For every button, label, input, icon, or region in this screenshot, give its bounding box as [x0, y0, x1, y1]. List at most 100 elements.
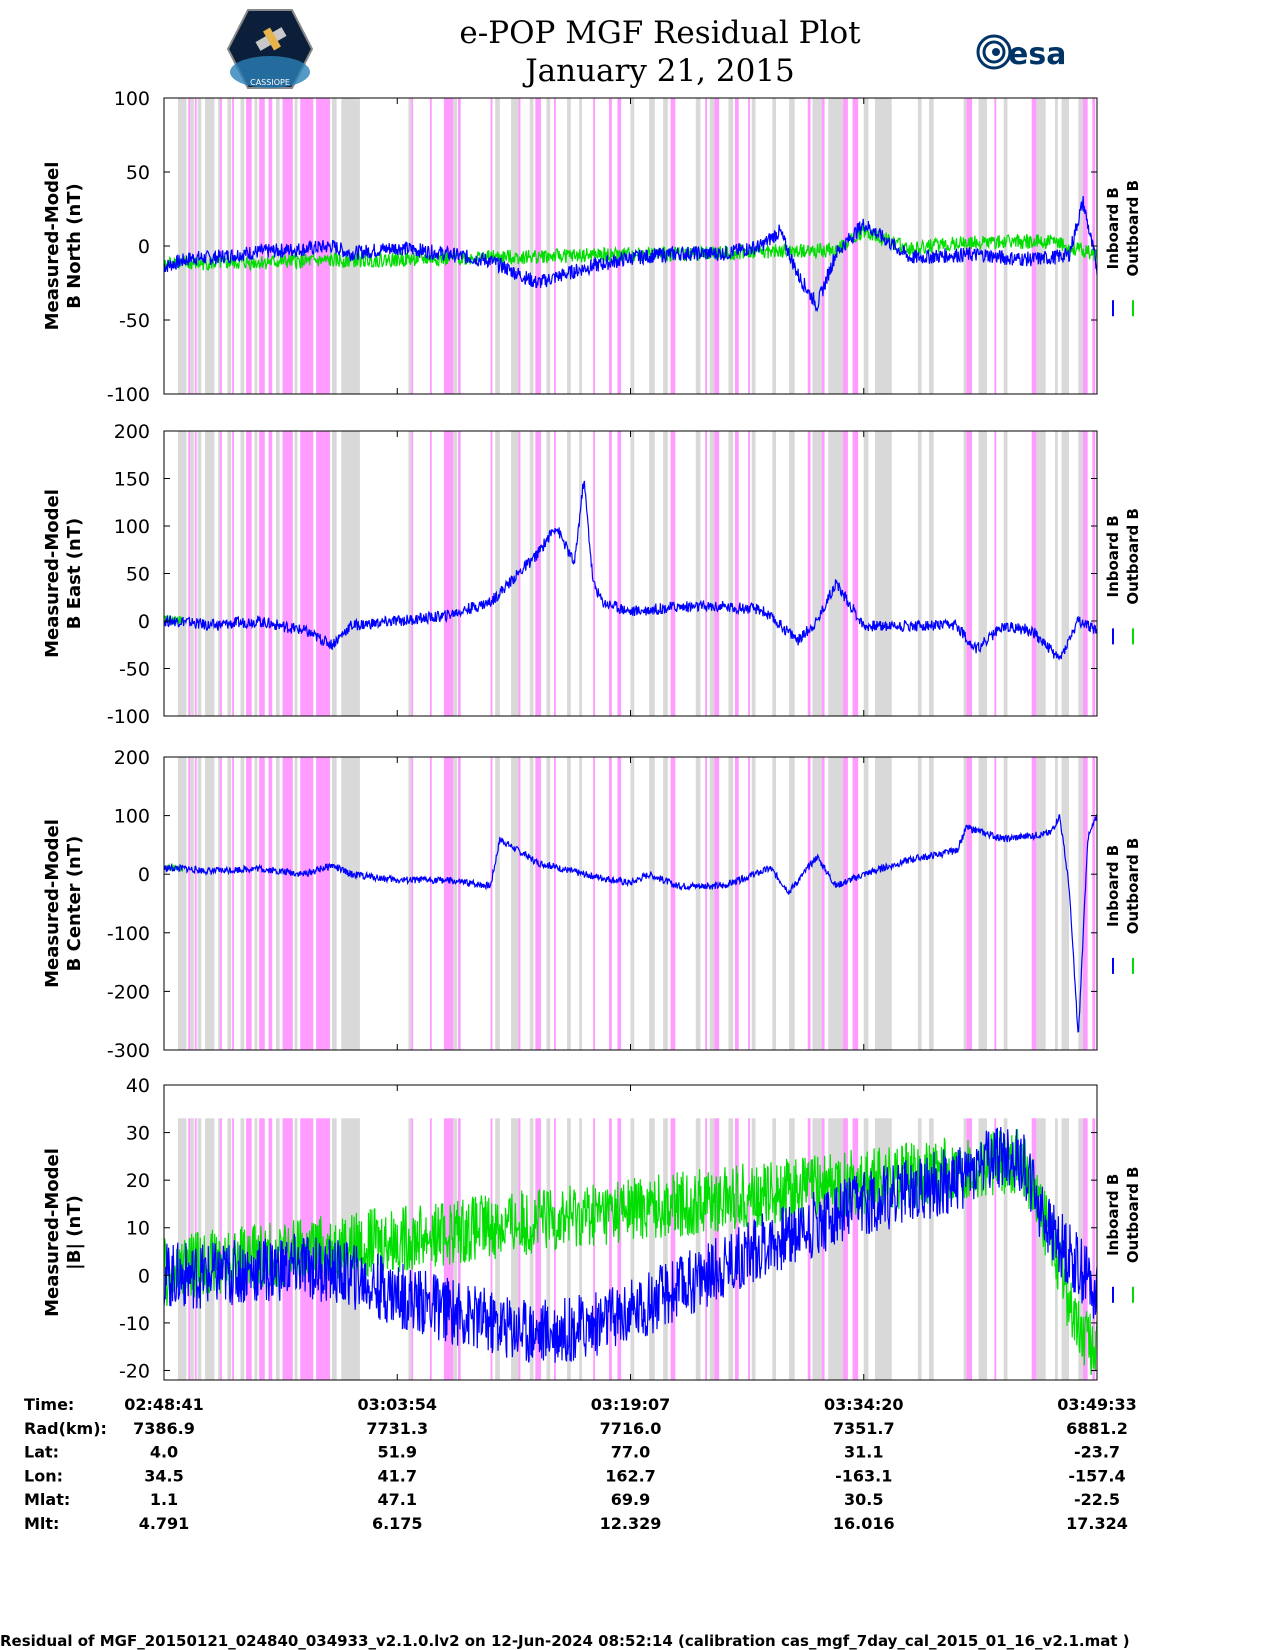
- legend-label: Outboard B: [1124, 838, 1142, 935]
- pink-band: [535, 757, 541, 1050]
- gray-band: [227, 431, 232, 716]
- gray-band: [197, 98, 202, 394]
- pink-band: [748, 757, 750, 1050]
- gray-band: [751, 431, 756, 716]
- pink-band: [268, 757, 273, 1050]
- gray-band: [695, 757, 701, 1050]
- pink-band: [490, 757, 493, 1050]
- pink-band: [518, 98, 521, 394]
- gray-band: [546, 98, 551, 394]
- gray-band: [240, 431, 245, 716]
- x-table-row-label: Mlt:: [24, 1514, 59, 1533]
- pink-band: [670, 1118, 676, 1380]
- pink-band: [535, 98, 541, 394]
- pink-band: [259, 757, 265, 1050]
- outboard-series-line: [164, 1129, 1097, 1376]
- gray-band: [177, 98, 187, 394]
- gray-band: [567, 431, 571, 716]
- gray-band: [190, 98, 194, 394]
- x-table-row-label: Mlat:: [24, 1490, 70, 1509]
- gray-band: [294, 98, 298, 394]
- y-tick-label: -100: [107, 923, 150, 945]
- gray-band: [567, 757, 571, 1050]
- x-axis-table: Time: Rad(km): Lat: Lon: Mlat: Mlt: 02:48:41 73…: [24, 1395, 1137, 1533]
- pink-band: [705, 98, 708, 394]
- y-tick-label: 0: [138, 236, 150, 258]
- gray-band: [812, 757, 822, 1050]
- pink-band: [821, 98, 825, 394]
- gray-band: [863, 98, 869, 394]
- gray-band: [630, 98, 635, 394]
- gray-band: [978, 1118, 987, 1380]
- gray-band: [579, 98, 582, 394]
- gray-band: [495, 98, 500, 394]
- gray-band: [863, 431, 869, 716]
- gray-band: [728, 98, 734, 394]
- plot-date: January 21, 2015: [525, 53, 795, 89]
- gray-band: [649, 757, 655, 1050]
- gray-band: [1061, 431, 1070, 716]
- gray-band: [663, 431, 668, 716]
- gray-band: [663, 98, 668, 394]
- x-table-cell: 7731.3: [366, 1419, 428, 1438]
- y-axis-label: B North (nT): [64, 183, 85, 309]
- gray-band: [963, 757, 967, 1050]
- gray-band: [579, 431, 582, 716]
- y-tick-label: 40: [126, 1075, 150, 1097]
- pink-band: [457, 757, 461, 1050]
- gray-band: [254, 757, 258, 1050]
- gray-band: [190, 431, 194, 716]
- gray-band: [978, 431, 987, 716]
- pink-band: [1092, 1118, 1096, 1380]
- gray-band: [728, 431, 734, 716]
- gray-band: [663, 757, 668, 1050]
- gray-band: [275, 98, 280, 394]
- gray-band: [963, 431, 967, 716]
- gray-band: [190, 757, 194, 1050]
- x-table-row-label: Rad(km):: [24, 1419, 107, 1438]
- pink-band: [411, 757, 414, 1050]
- y-tick-label: 100: [114, 806, 150, 828]
- x-table-cell: 30.5: [844, 1490, 883, 1509]
- gray-band: [630, 1118, 635, 1380]
- gray-band: [1003, 757, 1008, 1050]
- x-tick-label: 03:03:54: [357, 1395, 437, 1414]
- pink-band: [843, 431, 848, 716]
- x-table-cell: 12.329: [600, 1514, 662, 1533]
- gray-band: [495, 1118, 500, 1380]
- x-table-cell: 31.1: [844, 1443, 883, 1462]
- pink-band: [429, 757, 432, 1050]
- y-axis-label: Measured-Model: [42, 162, 63, 331]
- gray-band: [929, 1118, 934, 1380]
- pink-band: [852, 98, 859, 394]
- gray-band: [275, 757, 280, 1050]
- gray-band: [695, 98, 701, 394]
- y-tick-label: 100: [114, 516, 150, 538]
- pink-band: [219, 757, 222, 1050]
- y-tick-label: 100: [114, 88, 150, 110]
- pink-band: [232, 431, 234, 716]
- pink-band: [429, 98, 432, 394]
- pink-band: [518, 431, 521, 716]
- x-table-cell: 162.7: [605, 1466, 656, 1485]
- gray-band: [929, 757, 934, 1050]
- x-table-row-label: Time:: [24, 1395, 74, 1414]
- gray-band: [240, 757, 245, 1050]
- gray-band: [177, 757, 187, 1050]
- x-table-cell: -22.5: [1074, 1490, 1120, 1509]
- panel-b-magnitude: 40 30 20 10 0 -10 -20 Measured-Model |B| (nT) Inb…: [42, 1075, 1142, 1382]
- gray-band: [1055, 431, 1058, 716]
- inboard-series-line: [164, 813, 1097, 1033]
- legend-label: Inboard B: [1104, 1174, 1122, 1256]
- gray-band: [1003, 431, 1008, 716]
- gray-band: [863, 757, 869, 1050]
- gray-band: [1036, 431, 1046, 716]
- pink-band: [457, 431, 461, 716]
- pink-band: [188, 431, 191, 716]
- gray-band: [630, 431, 635, 716]
- gray-band: [978, 98, 987, 394]
- pink-band: [429, 431, 432, 716]
- gray-band: [579, 1118, 582, 1380]
- y-axis-label: Measured-Model: [42, 489, 63, 658]
- gray-band: [341, 757, 360, 1050]
